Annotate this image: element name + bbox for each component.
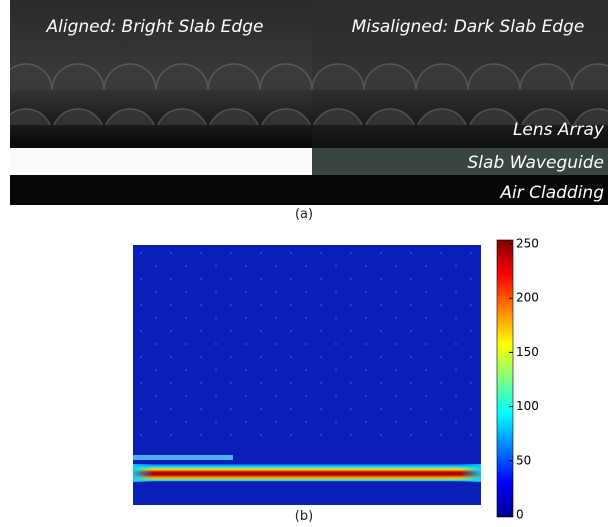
tick-label: 50 [516, 453, 531, 467]
layer-label: Lens Array [513, 120, 605, 140]
layer-label: Slab Waveguide [468, 153, 604, 173]
caption: (a) [295, 207, 313, 222]
tick-label: 150 [516, 345, 539, 359]
photo-label: Aligned: Bright Slab Edge [46, 17, 264, 37]
photo-label: Misaligned: Dark Slab Edge [352, 17, 585, 37]
colorbar [497, 240, 513, 517]
tick-label: 0 [516, 508, 524, 522]
tick-label: 100 [516, 399, 539, 413]
tick-label: 250 [516, 237, 539, 251]
layer-label: Air Cladding [499, 183, 604, 203]
tick-label: 200 [516, 291, 539, 305]
figure: Aligned: Bright Slab Edge Misaligned: Da… [0, 0, 608, 527]
heatmap [133, 245, 481, 505]
caption: (b) [295, 509, 313, 524]
